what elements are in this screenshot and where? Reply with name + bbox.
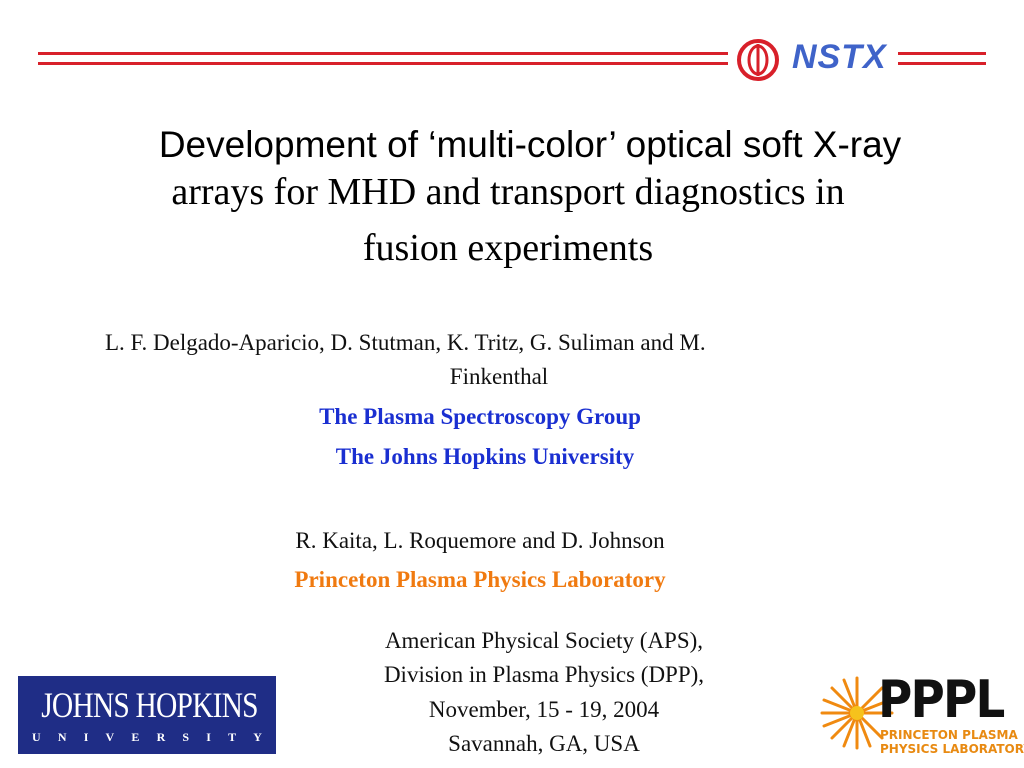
pppl-logo-subtitle-line-2: PHYSICS LABORATORY <box>880 742 1024 756</box>
conference-line-3: November, 15 - 19, 2004 <box>428 697 660 722</box>
jhu-logo: JOHNS HOPKINS U N I V E R S I T Y <box>18 676 276 754</box>
conference-line-4: Savannah, GA, USA <box>448 731 640 756</box>
jhu-logo-subtitle: U N I V E R S I T Y <box>32 730 262 745</box>
pppl-logo-subtitle: PRINCETON PLASMA PHYSICS LABORATORY <box>880 728 1024 756</box>
authors-pppl: R. Kaita, L. Roquemore and D. Johnson <box>295 528 665 553</box>
header-rule-left-bottom <box>38 62 728 65</box>
authors-jhu-line-2: Finkenthal <box>449 364 549 389</box>
jhu-logo-name: JOHNS HOPKINS <box>41 685 258 725</box>
title-line-2: arrays for MHD and transport diagnostics… <box>171 171 845 213</box>
header-rule-right-bottom <box>898 62 986 65</box>
nstx-emblem-icon <box>737 39 779 81</box>
jhu-sub-letter: I <box>83 730 89 744</box>
jhu-sub-letter: Y <box>253 730 262 744</box>
pppl-sunburst-icon <box>820 676 894 750</box>
jhu-sub-letter: I <box>206 730 211 744</box>
nstx-logo-text: NSTX <box>792 38 887 76</box>
jhu-sub-letter: S <box>182 730 190 744</box>
title-line-1: Development of ‘multi-color’ optical sof… <box>158 124 902 165</box>
jhu-sub-letter: U <box>32 730 41 744</box>
pppl-logo-letters: PPPL <box>878 670 1005 730</box>
university-name: The Johns Hopkins University <box>335 444 635 469</box>
header-rule-right-top <box>898 52 986 55</box>
conference-line-2: Division in Plasma Physics (DPP), <box>383 662 705 687</box>
nstx-logo: NSTX <box>732 34 892 86</box>
jhu-sub-letter: V <box>105 730 115 744</box>
pppl-lab-name: Princeton Plasma Physics Laboratory <box>294 567 666 592</box>
jhu-sub-letter: N <box>57 730 67 744</box>
header-rule-left-top <box>38 52 728 55</box>
jhu-sub-letter: E <box>131 730 140 744</box>
pppl-logo-subtitle-line-1: PRINCETON PLASMA <box>880 728 1018 742</box>
jhu-sub-letter: R <box>156 730 166 744</box>
jhu-sub-letter: T <box>228 730 237 744</box>
pppl-logo: PPPL PRINCETON PLASMA PHYSICS LABORATORY <box>818 670 1024 760</box>
conference-line-1: American Physical Society (APS), <box>384 628 704 653</box>
title-line-3: fusion experiments <box>362 227 654 269</box>
group-name: The Plasma Spectroscopy Group <box>319 404 641 429</box>
authors-jhu-line-1: L. F. Delgado-Aparicio, D. Stutman, K. T… <box>105 330 706 355</box>
